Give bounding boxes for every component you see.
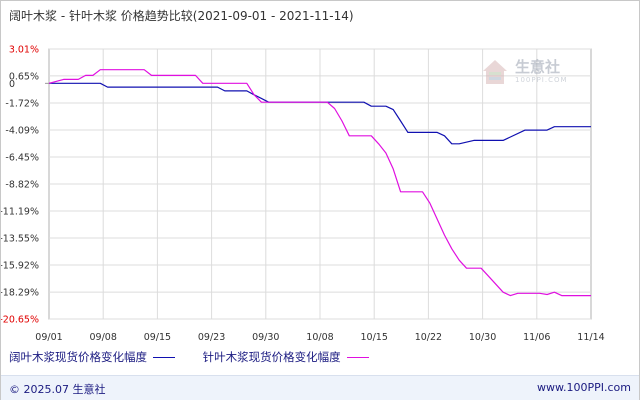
y-tick-label: -6.45% [5, 152, 39, 163]
watermark-url: 100PPI.COM [515, 76, 568, 84]
legend-item-softwood: 针叶木浆现货价格变化幅度 [203, 349, 369, 365]
y-tick-label: 0.65% [9, 71, 39, 82]
legend-swatch-hardwood [153, 356, 175, 358]
y-tick-label: -4.09% [5, 126, 39, 137]
legend-item-hardwood: 阔叶木浆现货价格变化幅度 [9, 349, 175, 365]
y-tick-label: -8.82% [5, 180, 39, 191]
chart-legend: 阔叶木浆现货价格变化幅度 针叶木浆现货价格变化幅度 [9, 349, 393, 365]
copyright-text: © 2025.07 生意社 [9, 383, 106, 396]
axis-layer: 3.01% 0.65%0 -1.72% -4.09% -6.45% -8.82% -11.1… [1, 45, 605, 344]
series-layer [48, 69, 591, 297]
legend-label-hardwood: 阔叶木浆现货价格变化幅度 [9, 350, 147, 364]
x-tick-label: 09/23 [198, 332, 225, 343]
y-tick-label: -11.19% [1, 207, 39, 218]
x-tick-label: 10/30 [469, 332, 496, 343]
chart-area: 3.01% 0.65%0 -1.72% -4.09% -6.45% -8.82% -11.1… [1, 45, 605, 344]
house-icon [483, 60, 507, 84]
y-tick-label: -13.55% [1, 233, 39, 244]
footer-bar: © 2025.07 生意社 www.100PPI.com [1, 375, 639, 400]
grid-layer [48, 48, 592, 320]
y-tick-label: 0 [9, 79, 15, 90]
x-tick-label: 10/08 [306, 332, 333, 343]
y-tick-label: -1.72% [5, 98, 39, 109]
y-tick-label: 3.01% [9, 45, 39, 56]
site-url-link[interactable]: www.100PPI.com [537, 381, 631, 394]
legend-swatch-softwood [346, 356, 369, 358]
legend-label-softwood: 针叶木浆现货价格变化幅度 [202, 350, 341, 364]
watermark-text: 生意社 [515, 58, 561, 76]
x-tick-label: 09/08 [90, 332, 117, 343]
x-tick-label: 09/15 [144, 332, 171, 343]
chart-title: 阔叶木浆 - 针叶木浆 价格趋势比较(2021-09-01 - 2021-11-… [9, 9, 354, 23]
y-tick-label: -18.29% [1, 288, 39, 299]
x-tick-label: 09/01 [35, 332, 62, 343]
x-tick-label: 10/22 [415, 332, 442, 343]
y-tick-label: -20.65% [1, 315, 39, 326]
series-line-0 [49, 82, 591, 145]
watermark-logo: 生意社 100PPI.COM [479, 56, 579, 92]
x-tick-label: 09/30 [252, 332, 279, 343]
x-tick-label: 10/15 [361, 332, 388, 343]
x-tick-label: 11/06 [523, 332, 550, 343]
x-tick-label: 11/14 [577, 332, 604, 343]
series-line-1 [48, 69, 591, 297]
y-tick-label: -15.92% [1, 261, 39, 272]
